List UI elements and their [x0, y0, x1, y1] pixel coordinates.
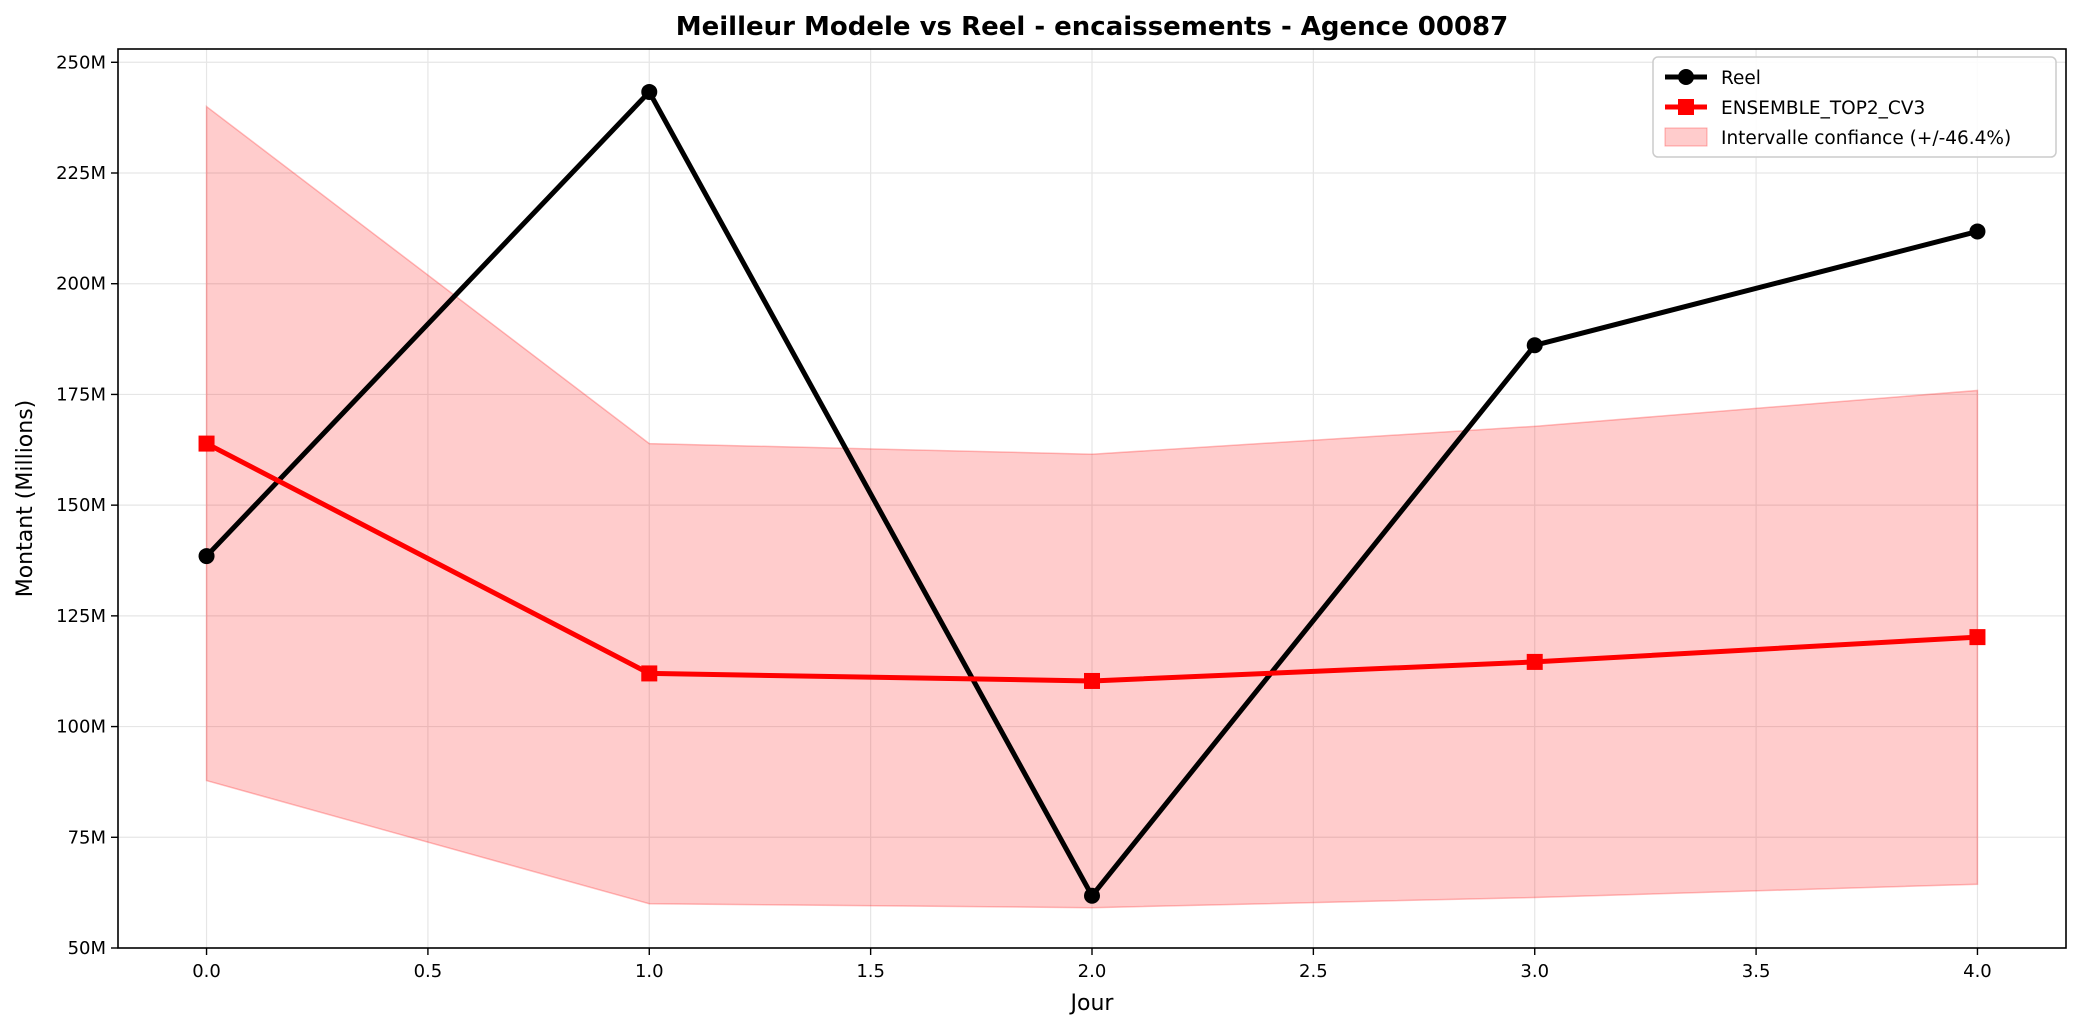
- x-tick-label: 0.0: [192, 961, 221, 982]
- x-axis-label: Jour: [1069, 991, 1115, 1016]
- data-point: [198, 548, 215, 565]
- y-tick-label: 150M: [56, 495, 106, 516]
- data-point: [1969, 629, 1986, 646]
- legend-label: Reel: [1721, 68, 1761, 89]
- axis-ticks: 0.0 0.5 1.0 1.5 2.0 2.5 3.0 3.5 4.0 50M 75M 100M 125…: [56, 52, 1992, 982]
- confidence-band: [205, 105, 1979, 909]
- legend-band-swatch: [1664, 127, 1708, 147]
- confidence-band-layer: [205, 105, 1979, 909]
- x-tick-label: 2.5: [1299, 961, 1328, 982]
- legend-label: ENSEMBLE_TOP2_CV3: [1721, 98, 1925, 119]
- x-tick-label: 1.0: [635, 961, 664, 982]
- data-point: [1526, 337, 1543, 354]
- legend-marker: [1678, 99, 1694, 115]
- data-point: [1084, 887, 1100, 904]
- x-tick-label: 4.0: [1963, 961, 1992, 982]
- legend-label: Intervalle confiance (+/-46.4%): [1721, 128, 2011, 149]
- y-tick-label: 100M: [56, 717, 106, 738]
- y-tick-label: 250M: [56, 52, 106, 73]
- data-point: [641, 83, 658, 100]
- x-tick-label: 2.0: [1078, 961, 1107, 982]
- x-tick-label: 3.0: [1520, 961, 1549, 982]
- y-tick-label: 75M: [68, 827, 106, 848]
- series-1: [198, 435, 1986, 689]
- data-point: [1084, 672, 1100, 689]
- x-tick-label: 0.5: [414, 961, 443, 982]
- x-tick-label: 3.5: [1742, 961, 1771, 982]
- y-axis-label: Montant (Millions): [13, 400, 38, 598]
- legend-marker: [1678, 69, 1694, 85]
- data-point: [1969, 223, 1986, 240]
- legend-box: [1652, 56, 2057, 158]
- legend: Reel ENSEMBLE_TOP2_CV3 Intervalle confianc…: [1652, 56, 2057, 158]
- data-point: [198, 435, 215, 452]
- data-point: [641, 665, 658, 682]
- y-tick-label: 125M: [56, 606, 106, 627]
- x-tick-label: 1.5: [856, 961, 885, 982]
- y-tick-label: 200M: [56, 274, 106, 295]
- series-layer: [198, 83, 1986, 904]
- y-tick-label: 225M: [56, 163, 106, 184]
- series-0: [198, 83, 1986, 904]
- data-point: [1526, 653, 1543, 670]
- y-tick-label: 175M: [56, 384, 106, 405]
- y-tick-label: 50M: [68, 938, 106, 959]
- chart-title: Meilleur Modele vs Reel - encaissements …: [676, 12, 1508, 42]
